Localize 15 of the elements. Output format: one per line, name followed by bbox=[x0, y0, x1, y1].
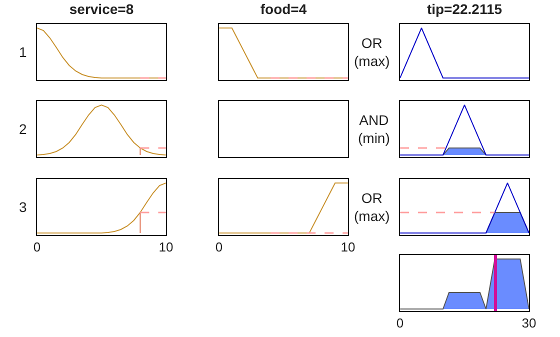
x-tick-label: 0 bbox=[215, 240, 223, 255]
chart-title: food=4 bbox=[260, 0, 307, 17]
x-tick-label: 10 bbox=[340, 240, 356, 255]
text: AND (min) bbox=[358, 112, 390, 146]
x-tick-label: 30 bbox=[522, 316, 536, 331]
text: OR (max) bbox=[354, 35, 390, 70]
x-tick-label: 0 bbox=[33, 240, 41, 255]
text: 3 bbox=[19, 199, 27, 215]
chart-title: service=8 bbox=[69, 0, 134, 17]
text: 1 bbox=[19, 44, 27, 60]
text: 2 bbox=[19, 121, 27, 137]
x-tick-label: 10 bbox=[158, 240, 174, 255]
text: OR (max) bbox=[354, 190, 390, 224]
chart-title: tip=22.2115 bbox=[426, 0, 502, 17]
x-tick-label: 0 bbox=[396, 316, 404, 331]
